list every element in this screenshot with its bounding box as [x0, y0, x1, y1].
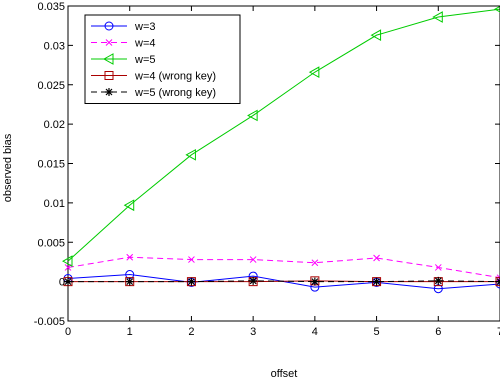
y-tick-label: 0.03: [44, 40, 65, 52]
y-tick-label: 0: [59, 277, 65, 289]
x-tick-label: 1: [127, 326, 133, 338]
legend-marker: [102, 53, 114, 65]
y-axis: -0.005 0 0.005 0.01 0.015 0.02 0.025 0.03 0.035: [34, 1, 500, 328]
data-point: [187, 277, 196, 286]
series-line: [67, 256, 500, 279]
x-tick-label: 7: [497, 326, 500, 338]
y-tick-label: 0.035: [37, 1, 65, 13]
x-axis: 0 1 2 3 4 5 6 7: [65, 6, 500, 338]
data-point: [247, 109, 258, 122]
legend: w=3 w=4 w=5 w=4 (wrong key) w=5 (wrong key): [84, 14, 241, 104]
data-point: [434, 276, 443, 285]
x-axis-label: offset: [271, 368, 298, 380]
data-point: [188, 256, 195, 263]
series-w-4: [64, 253, 500, 282]
y-tick-label: 0.02: [44, 119, 65, 131]
data-point: [61, 255, 73, 267]
legend-marker: [105, 39, 113, 46]
x-tick-label: 5: [374, 326, 380, 338]
legend-label: w=3: [134, 21, 156, 33]
data-point: [125, 277, 134, 286]
y-tick-label: -0.005: [34, 316, 65, 328]
legend-entry: w=5 (wrong key): [91, 87, 216, 99]
y-tick-label: 0.01: [44, 198, 65, 210]
legend-marker: [104, 21, 114, 31]
data-point: [123, 199, 135, 212]
y-tick-label: 0.005: [37, 237, 65, 249]
x-tick-label: 4: [312, 326, 318, 338]
legend-label: w=4 (wrong key): [134, 71, 216, 83]
y-tick-label: 0.025: [37, 80, 65, 92]
legend-entry: w=4: [91, 38, 156, 50]
data-point: [432, 11, 443, 23]
legend-marker: [105, 88, 113, 96]
data-point: [373, 254, 380, 262]
data-point: [310, 277, 319, 286]
legend-label: w=5: [134, 54, 156, 66]
y-axis-label: observed bias: [2, 133, 14, 202]
x-tick-label: 3: [250, 326, 256, 338]
data-point: [126, 253, 134, 261]
series-w-5: [61, 5, 500, 267]
x-tick-label: 0: [65, 326, 71, 338]
legend-label: w=4: [134, 38, 156, 50]
data-point: [370, 29, 382, 41]
data-point: [372, 277, 381, 286]
data-point: [249, 256, 257, 263]
x-tick-label: 6: [435, 326, 441, 338]
data-point: [434, 264, 442, 271]
legend-label: w=5 (wrong key): [134, 87, 216, 99]
legend-entry: w=3: [91, 21, 156, 33]
data-point: [249, 276, 258, 285]
x-tick-label: 2: [188, 326, 194, 338]
series-line: [67, 8, 500, 262]
data-point: [311, 259, 319, 267]
legend-marker: [104, 71, 114, 80]
data-point: [308, 66, 320, 78]
series-line: [68, 280, 500, 283]
legend-entry: w=4 (wrong key): [91, 71, 216, 83]
y-tick-label: 0.015: [37, 159, 65, 171]
legend-entry: w=5: [91, 53, 156, 66]
data-point: [185, 148, 196, 161]
